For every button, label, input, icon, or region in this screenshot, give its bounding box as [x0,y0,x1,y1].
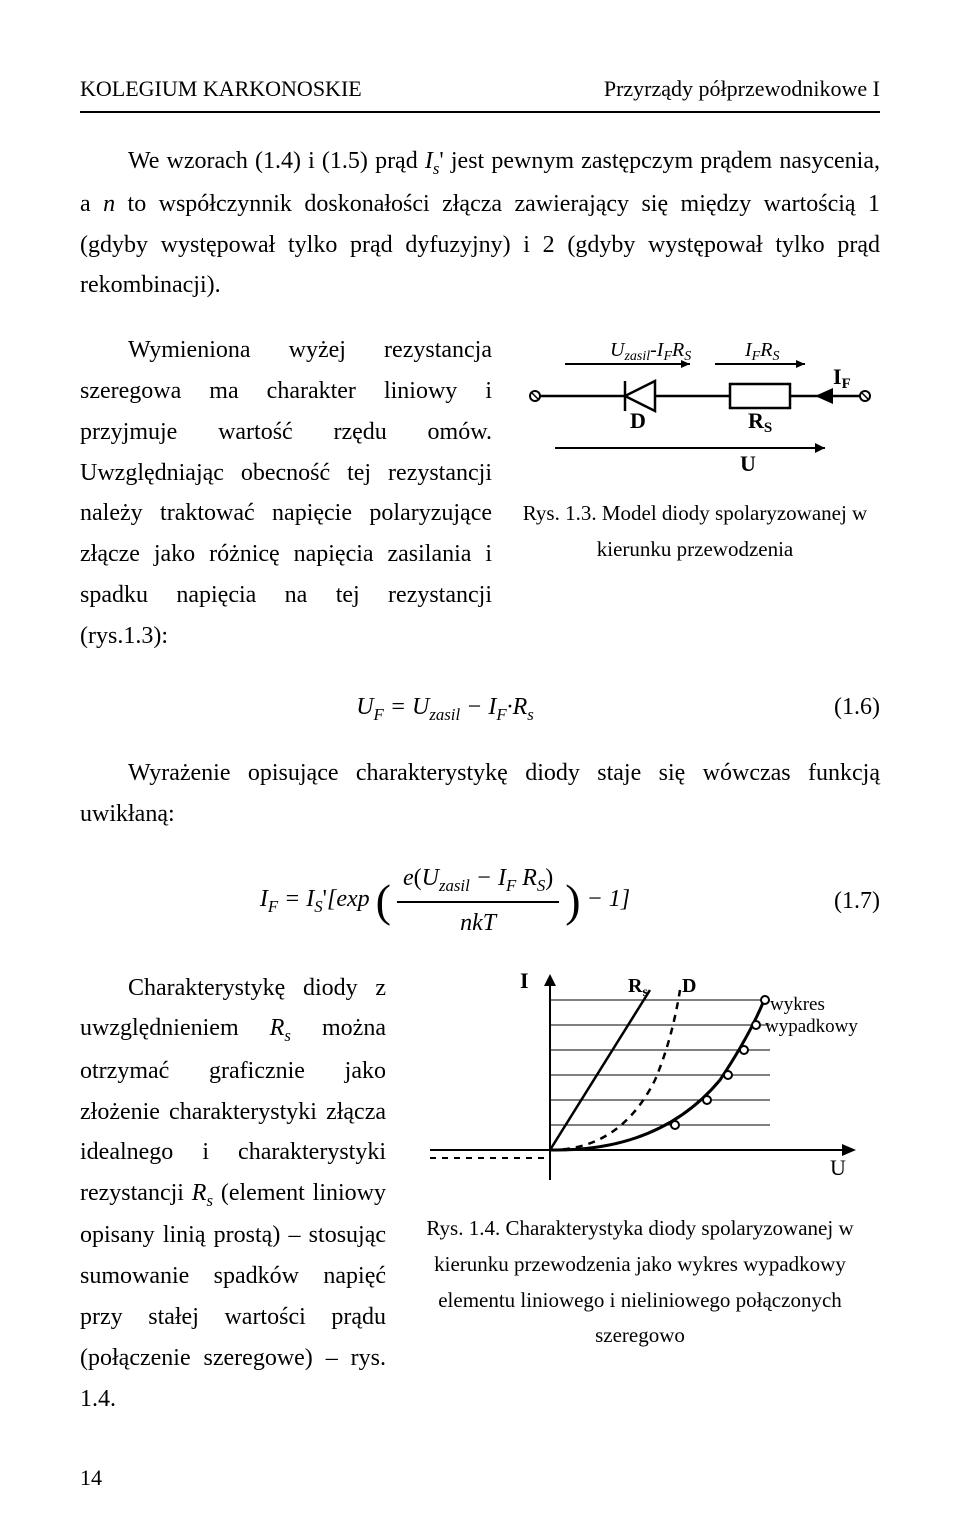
svg-text:IF: IF [833,364,851,392]
circuit-diagram: Uzasil-IFRS IFRS IF D RS [515,336,875,496]
svg-text:wypadkowy: wypadkowy [765,1016,858,1037]
figure-1-3: Uzasil-IFRS IFRS IF D RS [510,336,880,567]
page-number: 14 [80,1459,102,1496]
svg-text:D: D [682,975,696,997]
svg-text:Rs: Rs [628,975,648,1000]
page-header: KOLEGIUM KARKONOSKIE Przyrządy półprzewo… [80,70,880,113]
figure-1-4: I U Rs D [400,960,880,1354]
figure-1-3-caption: Rys. 1.3. Model diody spolaryzowanej w k… [510,496,880,567]
svg-text:U: U [740,451,756,476]
iv-characteristic-graph: I U Rs D [410,960,870,1200]
svg-text:IFRS: IFRS [744,339,779,364]
figure-1-4-caption: Rys. 1.4. Charakterystyka diody spolaryz… [400,1211,880,1354]
page-content: We wzorach (1.4) i (1.5) prąd Is' jest p… [80,141,880,1443]
header-right: Przyrządy półprzewodnikowe I [604,70,880,107]
svg-text:wykres: wykres [770,994,825,1015]
svg-text:U: U [830,1155,846,1180]
header-left: KOLEGIUM KARKONOSKIE [80,70,362,107]
svg-text:D: D [630,408,646,433]
paragraph-3: Wyrażenie opisujące charakterystykę diod… [80,753,880,835]
paragraph-1: We wzorach (1.4) i (1.5) prąd Is' jest p… [80,141,880,306]
svg-text:Uzasil-IFRS: Uzasil-IFRS [610,339,691,364]
svg-text:RS: RS [748,408,772,436]
svg-text:I: I [520,968,529,993]
equation-1-6: UF = Uzasil − IF·Rs (1.6) [80,687,880,729]
equation-1-7: IF = IS'[exp ( e(Uzasil − IF RS) nkT ) −… [80,858,880,943]
